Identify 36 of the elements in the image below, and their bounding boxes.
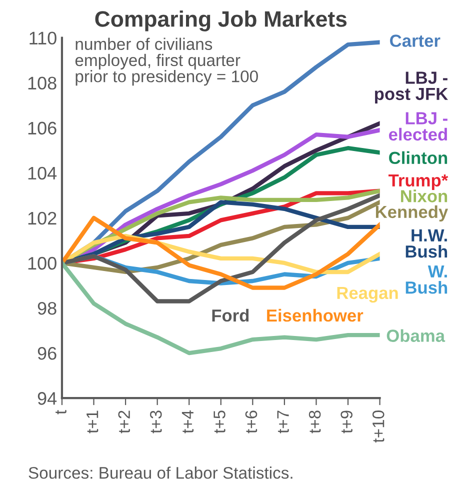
series-label: Carter	[390, 34, 440, 47]
y-tick-label: 94	[38, 392, 57, 405]
series-label: Kennedy	[376, 205, 448, 222]
x-tick-label: t+2	[118, 410, 130, 434]
series-label: LBJ - elected	[388, 112, 448, 141]
source-note: Sources: Bureau of Labor Statistics.	[28, 466, 292, 479]
x-tick-label: t+7	[277, 410, 289, 434]
x-tick-label: t+8	[308, 410, 321, 434]
x-tick-label: t+5	[214, 410, 226, 434]
x-tick-label: t+1	[86, 410, 98, 434]
y-tick-label: 100	[28, 256, 56, 270]
x-tick-label: t+6	[245, 410, 258, 434]
y-tick-label: 104	[28, 166, 57, 180]
x-tick-label: t+3	[150, 410, 162, 434]
y-tick-label: 96	[38, 346, 56, 360]
chart-title: Comparing Job Markets	[95, 10, 347, 32]
series-label: H.W. Bush	[406, 229, 448, 258]
series-label: Reagan	[337, 286, 398, 303]
series-label: Ford	[212, 308, 249, 322]
y-tick-label: 102	[28, 212, 56, 225]
y-tick-label: 110	[30, 32, 56, 44]
x-tick-label: t	[56, 410, 66, 414]
series-label: Nixon	[401, 190, 448, 202]
series-label: Trump*	[388, 174, 448, 190]
series-label: LBJ - post JFK	[375, 72, 448, 104]
series-label: W. Bush	[406, 265, 448, 294]
series-label: Obama	[386, 329, 446, 342]
y-tick-label: 108	[28, 76, 56, 90]
series-label: Eisenhower	[267, 308, 364, 322]
y-tick-label: 106	[28, 122, 56, 135]
annotation: number of civilians employed, first quarter prior to presidency = 100	[75, 38, 258, 86]
x-tick-label: t+4	[182, 410, 194, 434]
x-tick-label: t+9	[340, 410, 352, 434]
y-tick-label: 98	[38, 302, 56, 315]
x-tick-label: t+10	[372, 410, 384, 443]
series-label: Clinton	[389, 151, 448, 164]
